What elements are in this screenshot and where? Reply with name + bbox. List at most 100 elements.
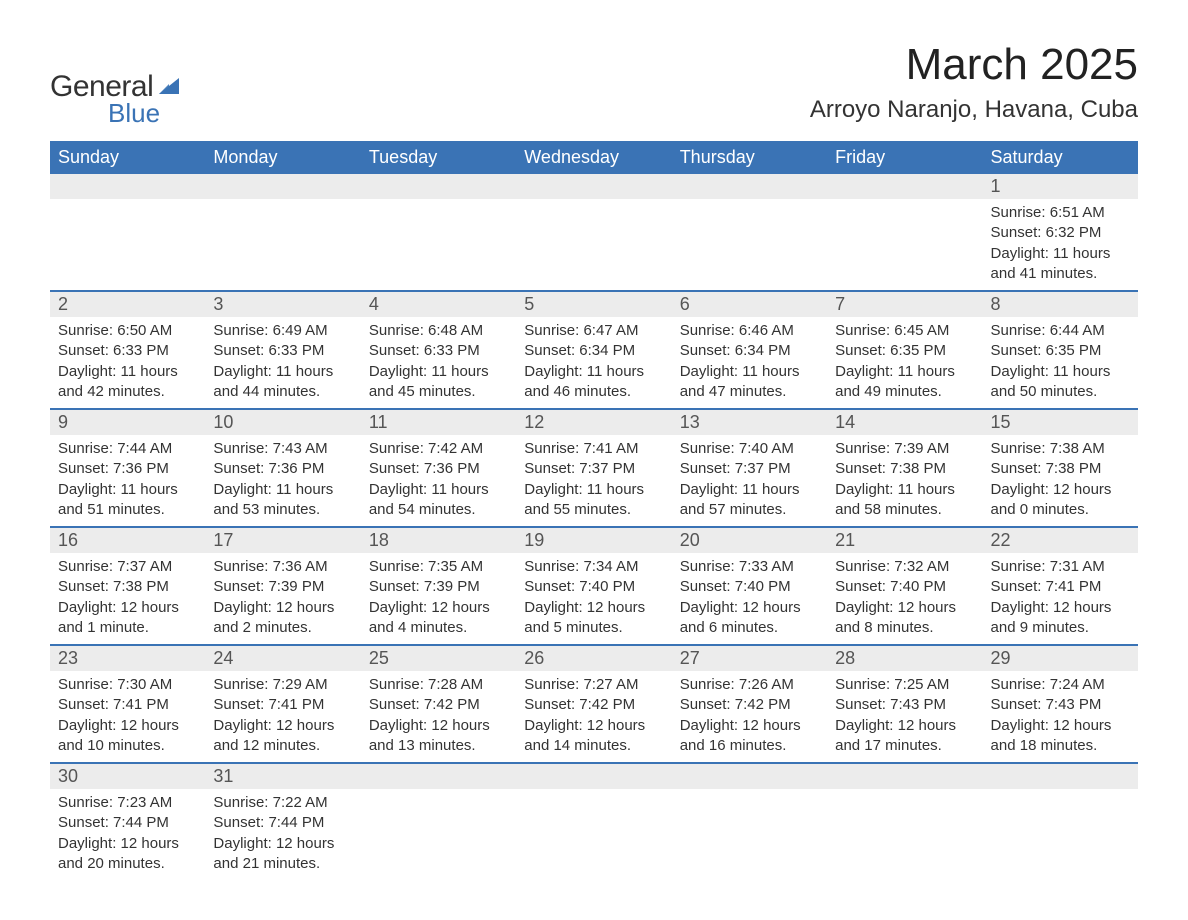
logo-sail-icon <box>157 76 181 96</box>
daylight-text-2: and 0 minutes. <box>991 500 1130 520</box>
day-content-row: Sunrise: 7:44 AMSunset: 7:36 PMDaylight:… <box>50 435 1138 527</box>
sunrise-text: Sunrise: 7:22 AM <box>213 793 352 813</box>
day-content-cell: Sunrise: 7:22 AMSunset: 7:44 PMDaylight:… <box>205 789 360 880</box>
daylight-text-2: and 58 minutes. <box>835 500 974 520</box>
daylight-text-1: Daylight: 12 hours <box>58 716 197 736</box>
day-header: Sunday <box>50 141 205 174</box>
sunrise-text: Sunrise: 7:32 AM <box>835 557 974 577</box>
daylight-text-2: and 5 minutes. <box>524 618 663 638</box>
day-content-cell: Sunrise: 7:37 AMSunset: 7:38 PMDaylight:… <box>50 553 205 645</box>
sunrise-text: Sunrise: 7:41 AM <box>524 439 663 459</box>
sunrise-text: Sunrise: 7:24 AM <box>991 675 1130 695</box>
daylight-text-1: Daylight: 12 hours <box>680 716 819 736</box>
daylight-text-2: and 51 minutes. <box>58 500 197 520</box>
daylight-text-2: and 14 minutes. <box>524 736 663 756</box>
day-header: Friday <box>827 141 982 174</box>
day-content-cell: Sunrise: 6:49 AMSunset: 6:33 PMDaylight:… <box>205 317 360 409</box>
day-number-cell <box>827 763 982 789</box>
calendar-table: Sunday Monday Tuesday Wednesday Thursday… <box>50 141 1138 880</box>
daylight-text-1: Daylight: 12 hours <box>369 716 508 736</box>
day-number-cell: 19 <box>516 527 671 553</box>
day-header: Thursday <box>672 141 827 174</box>
sunrise-text: Sunrise: 7:38 AM <box>991 439 1130 459</box>
daylight-text-1: Daylight: 11 hours <box>213 480 352 500</box>
day-content-cell: Sunrise: 7:39 AMSunset: 7:38 PMDaylight:… <box>827 435 982 527</box>
day-number-row: 16171819202122 <box>50 527 1138 553</box>
day-number-cell: 30 <box>50 763 205 789</box>
day-number-cell: 18 <box>361 527 516 553</box>
day-number-cell: 14 <box>827 409 982 435</box>
day-number-cell: 3 <box>205 291 360 317</box>
daylight-text-2: and 16 minutes. <box>680 736 819 756</box>
daylight-text-2: and 9 minutes. <box>991 618 1130 638</box>
daylight-text-1: Daylight: 12 hours <box>524 716 663 736</box>
day-content-cell: Sunrise: 7:34 AMSunset: 7:40 PMDaylight:… <box>516 553 671 645</box>
sunset-text: Sunset: 7:36 PM <box>58 459 197 479</box>
sunrise-text: Sunrise: 6:47 AM <box>524 321 663 341</box>
header: General Blue March 2025 Arroyo Naranjo, … <box>50 40 1138 129</box>
day-number-cell: 7 <box>827 291 982 317</box>
sunrise-text: Sunrise: 6:51 AM <box>991 203 1130 223</box>
day-content-cell: Sunrise: 7:36 AMSunset: 7:39 PMDaylight:… <box>205 553 360 645</box>
logo: General Blue <box>50 40 181 129</box>
day-number-row: 1 <box>50 174 1138 199</box>
day-number-cell: 20 <box>672 527 827 553</box>
day-content-cell: Sunrise: 7:29 AMSunset: 7:41 PMDaylight:… <box>205 671 360 763</box>
sunset-text: Sunset: 6:33 PM <box>213 341 352 361</box>
daylight-text-1: Daylight: 11 hours <box>680 480 819 500</box>
sunset-text: Sunset: 7:41 PM <box>991 577 1130 597</box>
day-content-cell: Sunrise: 7:24 AMSunset: 7:43 PMDaylight:… <box>983 671 1138 763</box>
sunrise-text: Sunrise: 7:42 AM <box>369 439 508 459</box>
day-content-cell: Sunrise: 6:45 AMSunset: 6:35 PMDaylight:… <box>827 317 982 409</box>
day-content-cell: Sunrise: 6:51 AMSunset: 6:32 PMDaylight:… <box>983 199 1138 291</box>
sunset-text: Sunset: 7:44 PM <box>58 813 197 833</box>
sunrise-text: Sunrise: 6:49 AM <box>213 321 352 341</box>
day-number-cell: 2 <box>50 291 205 317</box>
daylight-text-2: and 47 minutes. <box>680 382 819 402</box>
day-number-cell: 24 <box>205 645 360 671</box>
day-content-cell: Sunrise: 7:38 AMSunset: 7:38 PMDaylight:… <box>983 435 1138 527</box>
daylight-text-1: Daylight: 12 hours <box>213 598 352 618</box>
sunrise-text: Sunrise: 7:35 AM <box>369 557 508 577</box>
sunrise-text: Sunrise: 7:33 AM <box>680 557 819 577</box>
sunset-text: Sunset: 7:38 PM <box>58 577 197 597</box>
daylight-text-2: and 8 minutes. <box>835 618 974 638</box>
day-content-cell <box>50 199 205 291</box>
daylight-text-2: and 42 minutes. <box>58 382 197 402</box>
sunrise-text: Sunrise: 7:39 AM <box>835 439 974 459</box>
daylight-text-2: and 4 minutes. <box>369 618 508 638</box>
daylight-text-1: Daylight: 11 hours <box>58 362 197 382</box>
sunset-text: Sunset: 6:33 PM <box>58 341 197 361</box>
daylight-text-1: Daylight: 12 hours <box>835 598 974 618</box>
day-content-cell: Sunrise: 6:44 AMSunset: 6:35 PMDaylight:… <box>983 317 1138 409</box>
day-content-cell <box>516 789 671 880</box>
daylight-text-2: and 41 minutes. <box>991 264 1130 284</box>
sunset-text: Sunset: 7:36 PM <box>369 459 508 479</box>
daylight-text-1: Daylight: 12 hours <box>991 716 1130 736</box>
day-content-cell: Sunrise: 7:27 AMSunset: 7:42 PMDaylight:… <box>516 671 671 763</box>
day-header-row: Sunday Monday Tuesday Wednesday Thursday… <box>50 141 1138 174</box>
daylight-text-1: Daylight: 11 hours <box>991 244 1130 264</box>
day-content-cell: Sunrise: 7:40 AMSunset: 7:37 PMDaylight:… <box>672 435 827 527</box>
daylight-text-2: and 2 minutes. <box>213 618 352 638</box>
day-number-cell: 25 <box>361 645 516 671</box>
day-content-cell: Sunrise: 6:50 AMSunset: 6:33 PMDaylight:… <box>50 317 205 409</box>
daylight-text-2: and 57 minutes. <box>680 500 819 520</box>
sunset-text: Sunset: 7:39 PM <box>213 577 352 597</box>
sunset-text: Sunset: 7:43 PM <box>835 695 974 715</box>
day-number-cell: 22 <box>983 527 1138 553</box>
daylight-text-1: Daylight: 11 hours <box>835 480 974 500</box>
day-number-cell <box>516 174 671 199</box>
day-content-cell: Sunrise: 7:35 AMSunset: 7:39 PMDaylight:… <box>361 553 516 645</box>
day-number-cell: 10 <box>205 409 360 435</box>
daylight-text-1: Daylight: 12 hours <box>680 598 819 618</box>
daylight-text-2: and 6 minutes. <box>680 618 819 638</box>
sunrise-text: Sunrise: 7:28 AM <box>369 675 508 695</box>
day-content-row: Sunrise: 7:23 AMSunset: 7:44 PMDaylight:… <box>50 789 1138 880</box>
day-number-cell <box>50 174 205 199</box>
day-content-cell <box>361 789 516 880</box>
day-content-cell <box>672 199 827 291</box>
day-number-cell: 9 <box>50 409 205 435</box>
day-number-cell <box>827 174 982 199</box>
daylight-text-1: Daylight: 11 hours <box>680 362 819 382</box>
